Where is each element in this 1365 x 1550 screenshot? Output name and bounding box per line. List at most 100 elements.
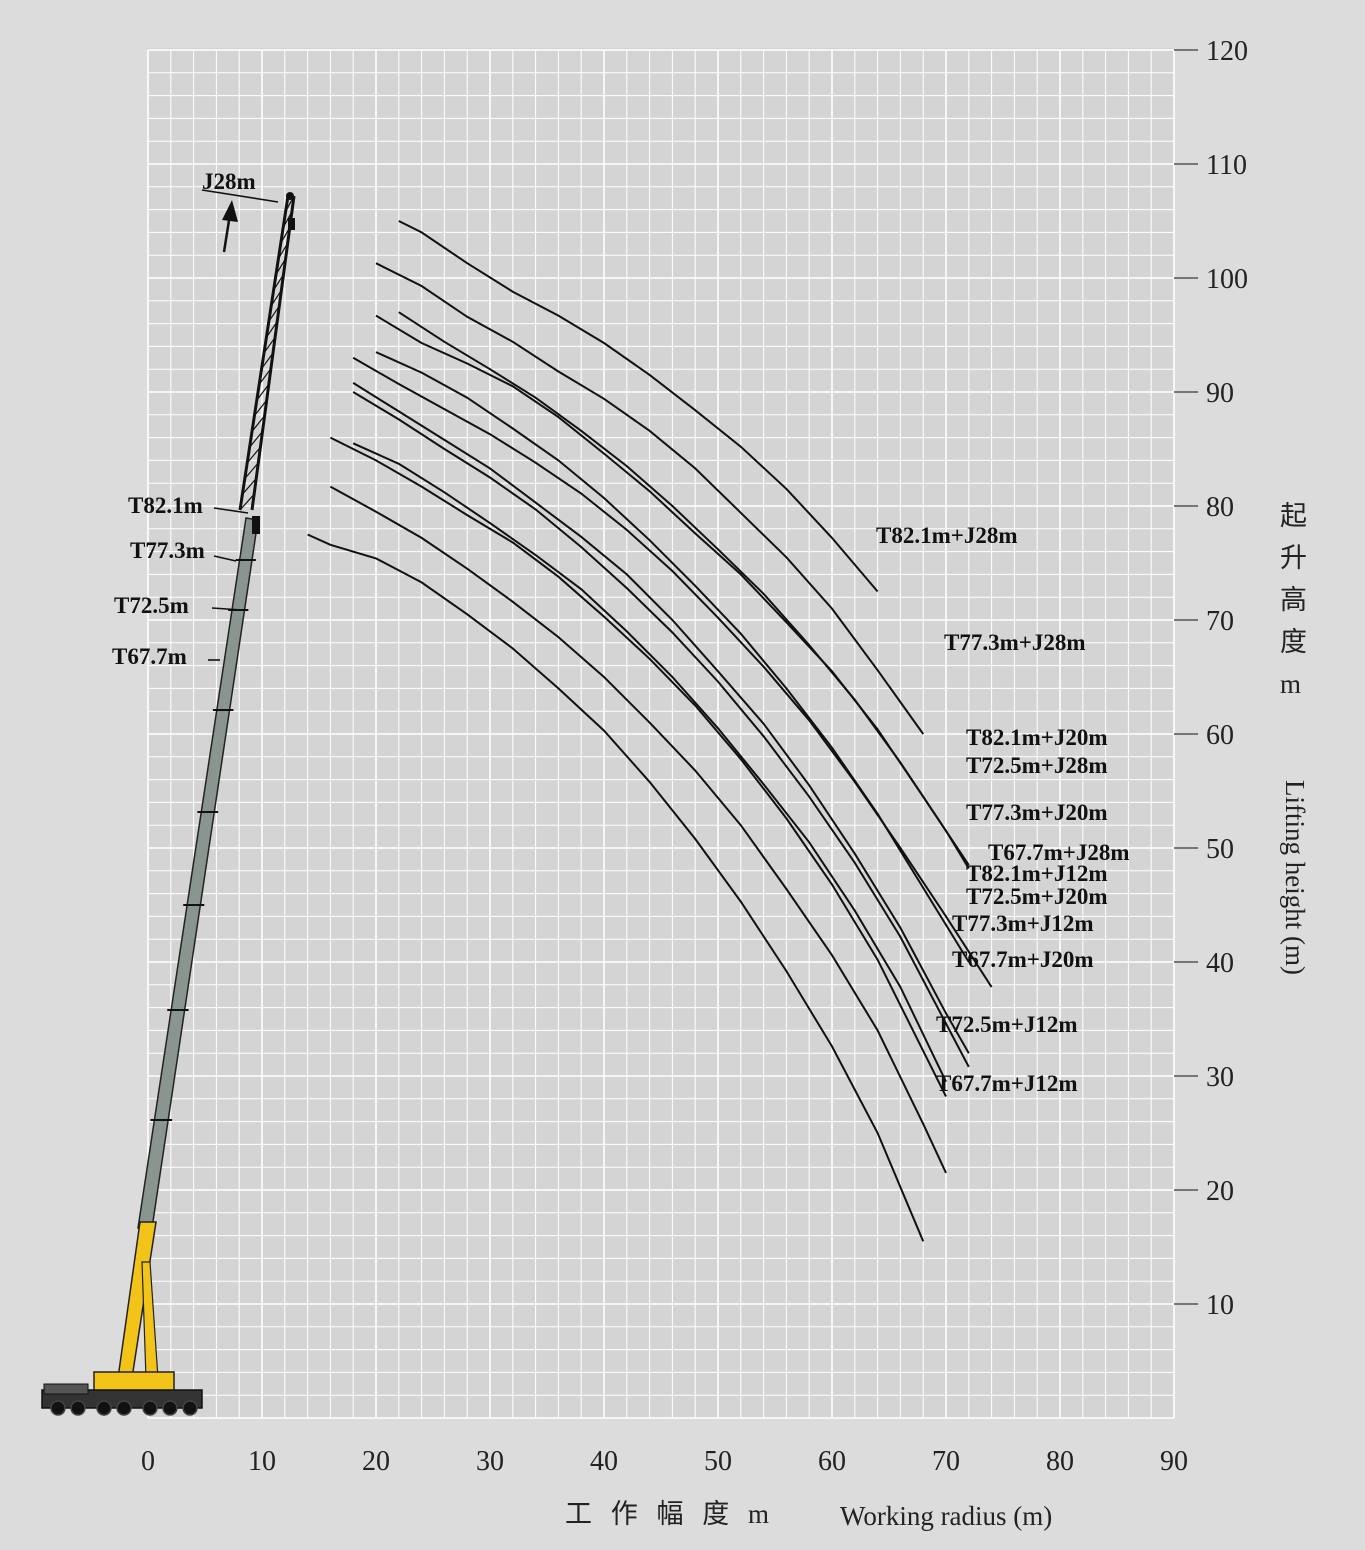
jib-lacing bbox=[265, 321, 278, 338]
jib-lacing bbox=[253, 399, 268, 417]
boom-label-leader bbox=[211, 607, 243, 611]
series-label: T82.1m+J20m bbox=[966, 725, 1108, 750]
y-tick-label: 80 bbox=[1206, 492, 1234, 523]
main-hook-block bbox=[252, 516, 260, 534]
y-tick-label: 60 bbox=[1206, 720, 1234, 751]
series-label: T77.3m+J28m bbox=[944, 630, 1086, 655]
boom-label: T77.3m bbox=[130, 538, 205, 563]
series-line bbox=[329, 485, 947, 1174]
y-axis-title-char: 高 bbox=[1280, 585, 1307, 615]
boom-label-leader bbox=[213, 555, 237, 562]
x-tick-label: 70 bbox=[932, 1446, 960, 1477]
wheel bbox=[162, 1400, 178, 1416]
series-lines bbox=[307, 220, 993, 1242]
series-line bbox=[307, 533, 925, 1242]
jib-lacing bbox=[275, 258, 287, 275]
series-label: T72.5m+J20m bbox=[966, 884, 1108, 909]
jib-lacing bbox=[282, 211, 293, 228]
boom-label: T72.5m bbox=[114, 593, 189, 618]
superstructure bbox=[93, 1371, 175, 1393]
grid bbox=[147, 49, 1175, 1419]
boom-label: J28m bbox=[202, 169, 256, 194]
jib-lacing bbox=[246, 446, 261, 464]
y-tick-label: 20 bbox=[1206, 1176, 1234, 1207]
jib-lacing bbox=[239, 493, 255, 511]
series-label: T72.5m+J28m bbox=[966, 753, 1108, 778]
series-line bbox=[352, 391, 970, 1068]
jib-lacing bbox=[261, 352, 274, 370]
jib-tip bbox=[286, 192, 294, 200]
x-tick-label: 0 bbox=[141, 1446, 155, 1477]
boom-label-leader bbox=[201, 189, 279, 203]
jib-lacing bbox=[244, 462, 259, 479]
series-label: T77.3m+J12m bbox=[952, 911, 1094, 936]
x-tick-label: 80 bbox=[1046, 1446, 1074, 1477]
series-label: T72.5m+J12m bbox=[936, 1012, 1078, 1037]
y-tick-label: 70 bbox=[1206, 606, 1234, 637]
series-label: T67.7m+J20m bbox=[952, 947, 1094, 972]
y-axis-title-en: Lifting height (m) bbox=[1280, 780, 1310, 975]
jib-lacing bbox=[249, 431, 263, 448]
hook-block bbox=[288, 218, 295, 230]
crane-drawing bbox=[41, 192, 296, 1416]
y-axis-title-char: m bbox=[1280, 669, 1301, 699]
wheel bbox=[96, 1400, 112, 1416]
x-tick-label: 30 bbox=[476, 1446, 504, 1477]
jib-lacing bbox=[270, 289, 282, 307]
jib-lacing bbox=[268, 305, 280, 322]
series-line bbox=[352, 382, 970, 1054]
y-tick-label: 110 bbox=[1206, 150, 1247, 181]
y-tick-label: 10 bbox=[1206, 1290, 1234, 1321]
series-line bbox=[329, 436, 947, 1097]
x-axis-title-en: Working radius (m) bbox=[840, 1501, 1052, 1531]
series-label: T77.3m+J20m bbox=[966, 800, 1108, 825]
x-tick-label: 60 bbox=[818, 1446, 846, 1477]
y-axis-title-char: 起 bbox=[1280, 501, 1307, 531]
wheel bbox=[50, 1400, 66, 1416]
jib-lacing bbox=[251, 415, 266, 432]
series-line bbox=[375, 262, 925, 735]
series-line bbox=[352, 442, 947, 1083]
x-tick-label: 40 bbox=[590, 1446, 618, 1477]
series-line bbox=[352, 356, 993, 988]
jib-lacing bbox=[258, 368, 272, 385]
x-tick-label: 90 bbox=[1160, 1446, 1188, 1477]
series-label: T82.1m+J28m bbox=[876, 523, 1018, 548]
y-tick-label: 40 bbox=[1206, 948, 1234, 979]
y-tick-label: 120 bbox=[1206, 36, 1248, 67]
series-label: T82.1m+J12m bbox=[966, 861, 1108, 886]
y-axis-title-char: 度 bbox=[1280, 627, 1307, 657]
x-tick-label: 20 bbox=[362, 1446, 390, 1477]
tick-labels: 0 10 20 30 40 50 60 70 80 90 10 20 30 40 50 60 70 80 90 100… bbox=[141, 36, 1248, 1477]
jib-lacing bbox=[256, 384, 270, 401]
boom-label: T82.1m bbox=[128, 493, 203, 518]
x-axis-title-cn: 工 作 幅 度 m bbox=[565, 1499, 775, 1529]
wheel bbox=[70, 1400, 86, 1416]
series-line bbox=[398, 220, 879, 593]
jib-lacing bbox=[277, 242, 289, 260]
boom-labels: J28m T82.1m T77.3m T72.5m T67.7m bbox=[112, 169, 279, 669]
jib-lacing bbox=[241, 478, 257, 495]
jib-lacing bbox=[263, 336, 276, 354]
y-tick-label: 90 bbox=[1206, 378, 1234, 409]
boom-label: T67.7m bbox=[112, 644, 187, 669]
wheel bbox=[182, 1400, 198, 1416]
series-labels: T82.1m+J28m T77.3m+J28m T82.1m+J20m T72.5m+… bbox=[876, 523, 1130, 1096]
y-tick-label: 50 bbox=[1206, 834, 1234, 865]
y-tick-label: 100 bbox=[1206, 264, 1248, 295]
x-tick-label: 10 bbox=[248, 1446, 276, 1477]
boom-label-leader bbox=[213, 507, 249, 514]
y-tick-label: 30 bbox=[1206, 1062, 1234, 1093]
series-line bbox=[398, 311, 970, 870]
driver-cab bbox=[43, 1383, 89, 1395]
jib-lacing bbox=[273, 274, 285, 291]
wheel bbox=[116, 1400, 132, 1416]
series-label: T67.7m+J28m bbox=[988, 840, 1130, 865]
wheel bbox=[142, 1400, 158, 1416]
series-label: T67.7m+J12m bbox=[936, 1071, 1078, 1096]
arrow-head-icon bbox=[222, 200, 238, 222]
y-axis-title-char: 升 bbox=[1280, 543, 1307, 573]
